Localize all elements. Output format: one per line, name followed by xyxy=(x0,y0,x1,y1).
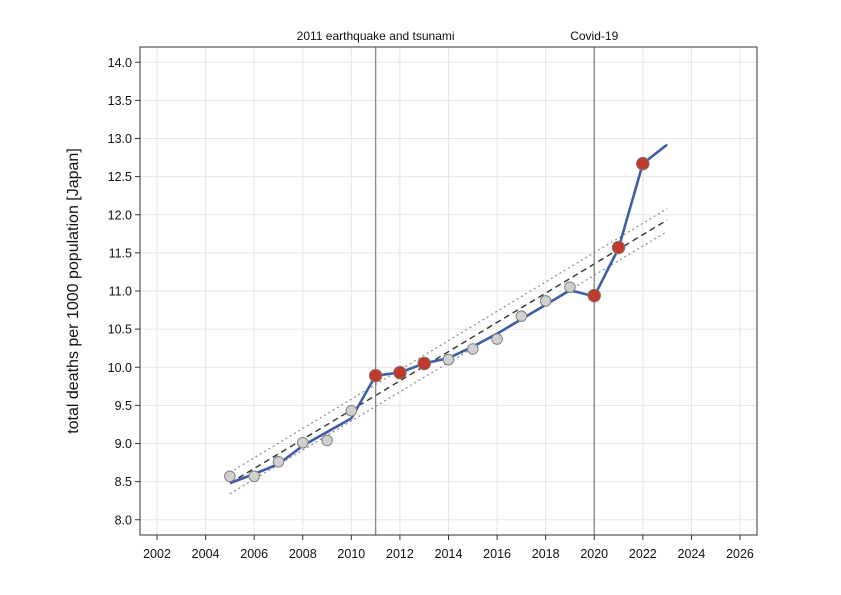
data-marker-2017 xyxy=(515,310,528,322)
excess-marker-2013 xyxy=(417,356,431,371)
y-tick-label: 13.5 xyxy=(108,94,132,108)
y-tick-label: 12.0 xyxy=(108,208,132,222)
x-tick-label: 2014 xyxy=(435,547,463,561)
data-marker-2019 xyxy=(564,281,576,293)
data-marker-2005 xyxy=(224,470,236,483)
x-tick-label: 2008 xyxy=(289,547,317,561)
y-tick-label: 8.0 xyxy=(115,513,132,527)
x-tick-label: 2010 xyxy=(337,547,365,561)
data-marker-2015 xyxy=(467,343,479,355)
y-tick-label: 9.5 xyxy=(115,399,132,413)
y-tick-label: 10.5 xyxy=(108,323,132,337)
y-tick-label: 12.5 xyxy=(108,170,132,184)
y-tick-label: 9.0 xyxy=(115,437,132,451)
x-tick-label: 2024 xyxy=(678,547,706,561)
excess-marker-2020 xyxy=(587,288,601,303)
excess-marker-2012 xyxy=(393,365,407,380)
excess-marker-2022 xyxy=(636,156,650,171)
data-marker-2007 xyxy=(272,456,285,468)
y-tick-label: 11.5 xyxy=(109,246,132,260)
excess-marker-2021 xyxy=(611,240,626,255)
y-tick-label: 14.0 xyxy=(108,56,132,70)
event-label-2020: Covid-19 xyxy=(570,29,618,43)
y-tick-label: 11.0 xyxy=(109,285,132,299)
x-tick-label: 2006 xyxy=(240,547,268,561)
excess-marker-2011 xyxy=(368,368,383,383)
data-marker-2009 xyxy=(321,434,333,447)
y-axis-label: total deaths per 1000 population [Japan] xyxy=(65,148,82,434)
y-tick-label: 8.5 xyxy=(115,475,132,489)
data-marker-2018 xyxy=(539,295,552,307)
x-tick-label: 2004 xyxy=(192,547,220,561)
x-tick-label: 2020 xyxy=(580,547,608,561)
x-tick-label: 2022 xyxy=(629,547,657,561)
data-marker-2010 xyxy=(345,404,358,417)
y-tick-label: 10.0 xyxy=(108,361,132,375)
x-tick-label: 2002 xyxy=(143,547,171,561)
data-marker-2014 xyxy=(442,353,455,366)
chart-labels: 2011 earthquake and tsunami Covid-19 total… xyxy=(65,29,619,434)
gridlines xyxy=(140,47,757,535)
event-label-2011: 2011 earthquake and tsunami xyxy=(297,29,455,43)
data-marker-2006 xyxy=(248,470,260,483)
x-tick-label: 2012 xyxy=(386,547,414,561)
x-tick-label: 2018 xyxy=(532,547,560,561)
data-marker-2008 xyxy=(297,436,309,449)
x-tick-label: 2016 xyxy=(483,547,511,561)
data-markers xyxy=(224,156,650,483)
x-tick-label: 2026 xyxy=(726,547,754,561)
data-marker-2016 xyxy=(491,333,503,345)
axes: 8.0 8.5 9.0 9.5 10.0 10.5 11.0 11.5 12.0 12.5 13.0… xyxy=(108,46,758,561)
y-tick-label: 13.0 xyxy=(108,132,132,146)
